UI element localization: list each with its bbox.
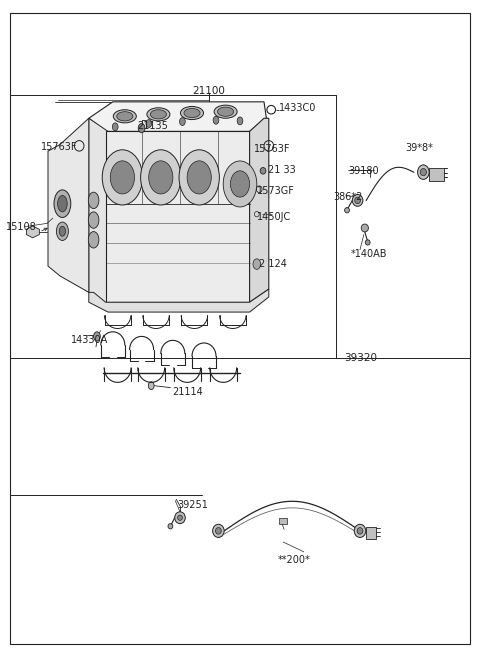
Polygon shape [89,102,266,131]
Bar [366,527,376,539]
Text: 2 124: 2 124 [259,259,287,269]
Ellipse shape [214,105,237,118]
Circle shape [253,259,261,269]
Ellipse shape [260,168,266,174]
Ellipse shape [361,224,369,232]
Circle shape [179,150,219,205]
Polygon shape [48,118,89,292]
Text: 15763F: 15763F [41,141,77,152]
Polygon shape [106,131,250,302]
Ellipse shape [58,196,67,212]
Circle shape [213,116,219,124]
Ellipse shape [357,528,363,534]
Text: 1450JC: 1450JC [257,212,291,222]
Ellipse shape [418,165,429,179]
Circle shape [102,150,143,205]
Ellipse shape [352,194,363,206]
Circle shape [141,150,181,205]
Text: 39*8*: 39*8* [406,143,433,153]
Circle shape [94,332,100,341]
Ellipse shape [150,110,167,119]
Ellipse shape [345,208,349,213]
Text: 386*2: 386*2 [334,192,363,202]
Bar [429,168,444,181]
Polygon shape [26,226,39,238]
Ellipse shape [54,190,71,217]
Polygon shape [250,118,269,302]
Circle shape [187,161,211,194]
Ellipse shape [355,197,360,204]
Circle shape [110,161,134,194]
Ellipse shape [175,512,185,524]
Circle shape [138,124,145,133]
Polygon shape [89,118,108,306]
Text: 1573GF: 1573GF [257,185,295,196]
Text: 15763F: 15763F [254,144,291,154]
Ellipse shape [213,524,224,537]
Circle shape [146,120,152,127]
Ellipse shape [117,112,133,121]
Ellipse shape [217,107,234,116]
Text: 14330A: 14330A [71,334,108,345]
Ellipse shape [184,108,200,118]
Ellipse shape [180,106,204,120]
Ellipse shape [88,212,99,228]
Text: **200*: **200* [277,555,310,565]
Text: 39251: 39251 [178,499,208,510]
Ellipse shape [365,240,370,245]
Ellipse shape [420,169,427,176]
Ellipse shape [88,193,99,209]
Ellipse shape [168,524,173,529]
Bar [279,518,287,524]
Polygon shape [89,289,269,312]
Text: 21 33: 21 33 [268,165,296,175]
Ellipse shape [354,524,366,537]
Text: 1433C0: 1433C0 [279,103,317,114]
Ellipse shape [113,110,136,123]
Circle shape [237,117,243,125]
Circle shape [149,161,173,194]
Circle shape [180,118,185,125]
Text: 39320: 39320 [345,353,378,363]
Circle shape [230,171,250,197]
Text: *140AB: *140AB [350,248,387,259]
Ellipse shape [178,515,182,520]
Circle shape [112,123,118,131]
Text: 21100: 21100 [192,85,225,96]
Text: 21114: 21114 [172,386,203,397]
Ellipse shape [216,528,221,534]
Ellipse shape [147,108,170,121]
Ellipse shape [57,222,69,240]
Ellipse shape [88,232,99,248]
Text: 39180: 39180 [348,166,379,176]
Circle shape [223,161,257,207]
Text: 15108: 15108 [6,221,36,232]
Ellipse shape [60,226,65,237]
Text: 21135: 21135 [137,121,168,131]
Circle shape [148,382,154,390]
